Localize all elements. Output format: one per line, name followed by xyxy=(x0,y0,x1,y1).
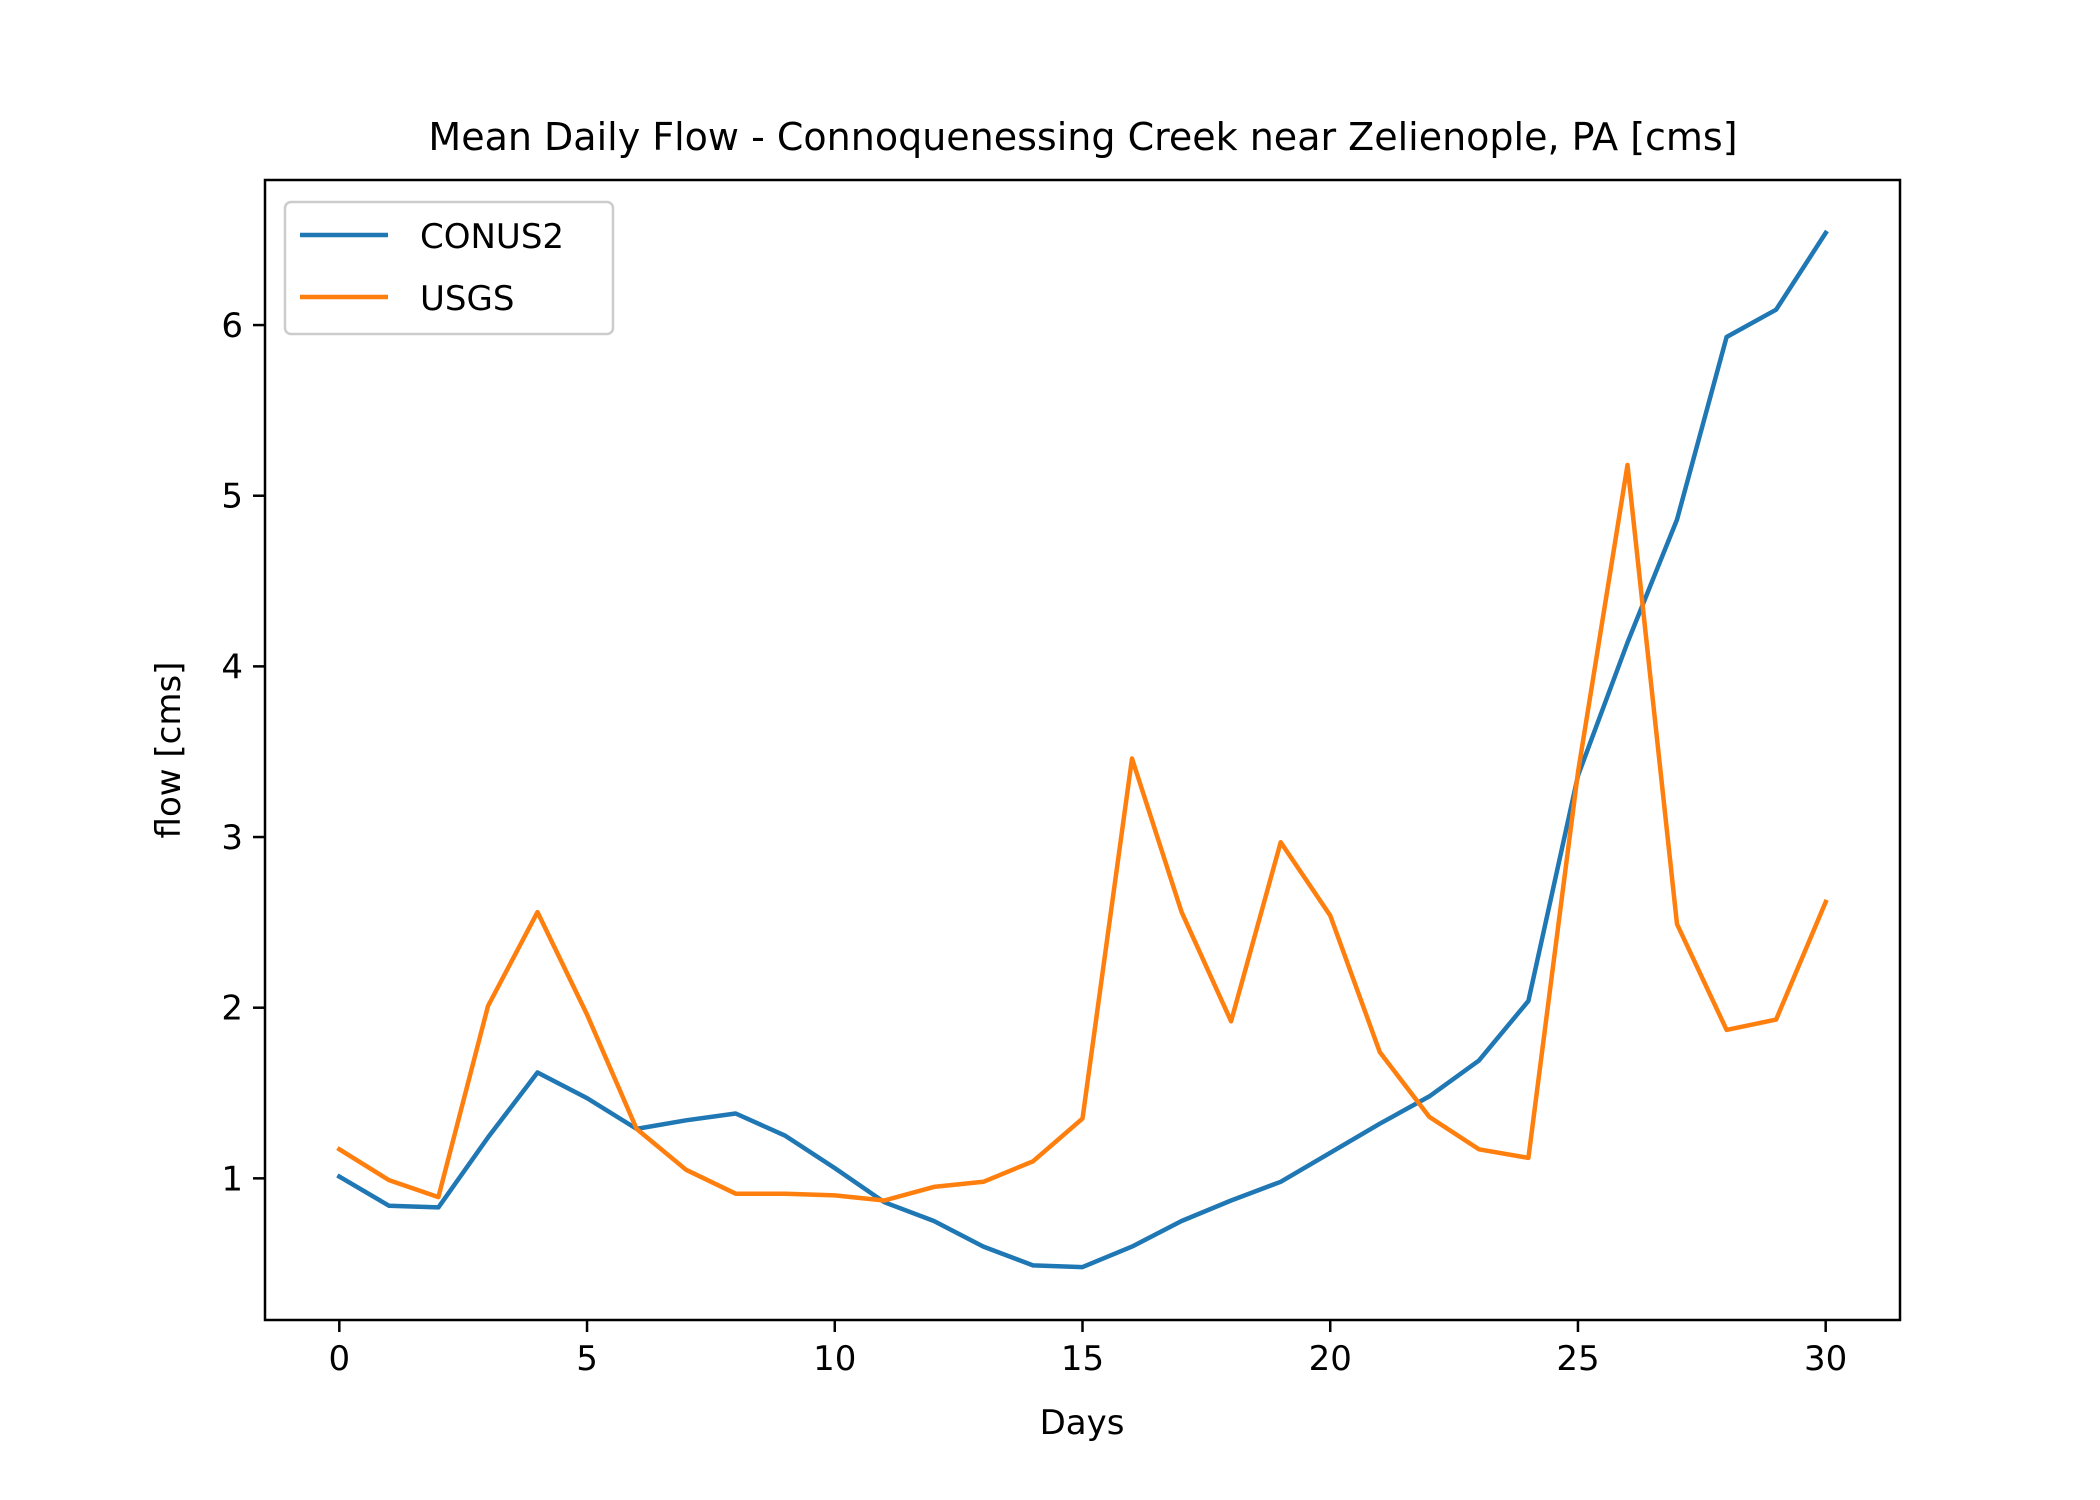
legend-label-usgs: USGS xyxy=(420,279,514,319)
y-tick-label: 2 xyxy=(221,989,243,1029)
x-tick-label: 15 xyxy=(1061,1339,1104,1379)
x-tick-label: 25 xyxy=(1556,1339,1599,1379)
y-tick-label: 1 xyxy=(221,1159,243,1199)
y-axis-label: flow [cms] xyxy=(149,662,189,839)
series-layer xyxy=(336,229,1829,1270)
legend-label-conus2: CONUS2 xyxy=(420,217,564,257)
y-tick-label: 5 xyxy=(221,477,243,517)
x-tick-label: 5 xyxy=(576,1339,598,1379)
y-tick-label: 3 xyxy=(221,818,243,858)
x-tick-label: 20 xyxy=(1309,1339,1352,1379)
series-line-usgs xyxy=(336,462,1829,1203)
x-axis: 0 5 10 15 20 25 30 xyxy=(328,1320,1847,1379)
y-tick-label: 4 xyxy=(221,647,243,687)
x-tick-label: 10 xyxy=(813,1339,856,1379)
y-tick-label: 6 xyxy=(221,306,243,346)
y-axis: 1 2 3 4 5 6 xyxy=(221,306,265,1199)
chart-title: Mean Daily Flow - Connoquenessing Creek … xyxy=(428,115,1737,159)
plot-background xyxy=(265,180,1900,1320)
x-axis-label: Days xyxy=(1040,1403,1125,1443)
legend: CONUS2 USGS xyxy=(283,200,615,336)
x-tick-label: 0 xyxy=(328,1339,350,1379)
x-tick-label: 30 xyxy=(1804,1339,1847,1379)
plot-area xyxy=(263,178,1902,1322)
